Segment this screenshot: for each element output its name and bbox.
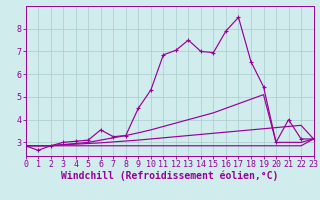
X-axis label: Windchill (Refroidissement éolien,°C): Windchill (Refroidissement éolien,°C): [61, 171, 278, 181]
